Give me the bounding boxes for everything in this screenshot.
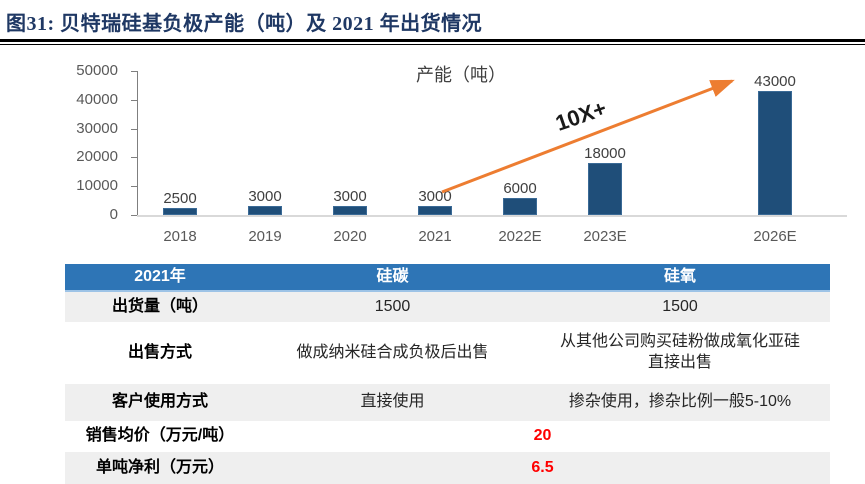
table-row: 销售均价（万元/吨） 20 xyxy=(65,421,830,452)
value-text: 掺杂使用，掺杂比例一般5-10% xyxy=(568,393,792,411)
bar-value-label: 6000 xyxy=(503,180,537,197)
merged-value-cell: 20 xyxy=(533,427,552,445)
x-category-label: 2020 xyxy=(333,228,367,245)
y-tick-label: 50000 xyxy=(76,62,118,79)
x-category-label: 2018 xyxy=(163,228,197,245)
y-tick-mark xyxy=(131,71,137,72)
row-label-cell: 销售均价（万元/吨） xyxy=(85,427,235,445)
value-text: 1500 xyxy=(662,297,698,315)
bar-2026E xyxy=(758,91,792,215)
x-category-label: 2021 xyxy=(418,228,452,245)
y-tick-mark xyxy=(131,186,137,188)
table-header-cell: 硅碳 xyxy=(376,267,409,285)
bar-value-label: 3000 xyxy=(248,188,282,205)
figure-title: 图31: 贝特瑞硅基负极产能（吨）及 2021 年出货情况 xyxy=(6,13,483,35)
bar-value-label: 2500 xyxy=(163,190,197,207)
table-row: 客户使用方式 直接使用 掺杂使用，掺杂比例一般5-10% xyxy=(65,384,830,421)
y-tick-label: 30000 xyxy=(76,119,118,137)
y-tick-mark xyxy=(131,215,137,216)
bar-2022E xyxy=(503,198,537,215)
growth-arrow xyxy=(441,79,735,194)
y-tick-label: 20000 xyxy=(76,148,118,166)
table-row: 单吨净利（万元） 6.5 xyxy=(65,452,830,484)
table-row: 出售方式 做成纳米硅合成负极后出售 从其他公司购买硅粉做成氧化亚硅直接出售 xyxy=(65,322,830,384)
y-tick-mark xyxy=(131,157,137,159)
value-cell: 掺杂使用，掺杂比例一般5-10% xyxy=(530,384,830,421)
y-tick-mark xyxy=(131,99,137,101)
bar-2023E xyxy=(588,163,622,215)
table-header-row: 2021年 硅碳 硅氧 xyxy=(65,264,830,292)
table-header-cell: 硅氧 xyxy=(663,267,696,285)
value-cell: 从其他公司购买硅粉做成氧化亚硅直接出售 xyxy=(530,322,830,384)
row-label-cell: 出货量（吨） xyxy=(111,297,208,315)
merged-value-cell: 6.5 xyxy=(531,459,554,477)
x-category-label: 2026E xyxy=(753,228,797,245)
bar-2018 xyxy=(163,208,197,215)
bar-value-label: 3000 xyxy=(333,188,367,205)
chart-title: 产能（吨） xyxy=(416,65,506,85)
x-category-label: 2022E xyxy=(498,228,542,245)
bar-2019 xyxy=(248,206,282,215)
value-cell: 1500 xyxy=(530,292,830,322)
bar-2021 xyxy=(418,206,452,215)
y-tick-label: 10000 xyxy=(76,177,118,195)
x-category-label: 2023E xyxy=(583,228,627,245)
y-tick-label: 0 xyxy=(109,206,118,223)
table-row: 出货量（吨） 1500 1500 xyxy=(65,292,830,322)
y-tick-label: 40000 xyxy=(76,90,118,108)
y-axis-line xyxy=(137,71,138,215)
bar-value-label: 43000 xyxy=(754,73,796,90)
shipment-summary-table: 2021年 硅碳 硅氧出货量（吨） 1500 1500 出售方式 做成纳米硅合成负极后出售 从… xyxy=(65,264,830,484)
value-text: 从其他公司购买硅粉做成氧化亚硅直接出售 xyxy=(559,333,800,371)
row-label-cell: 客户使用方式 xyxy=(111,393,208,411)
table-header-cell: 2021年 xyxy=(134,267,186,285)
y-tick-mark xyxy=(131,128,137,130)
x-axis-baseline xyxy=(137,215,847,217)
title-divider xyxy=(0,39,865,45)
bar-2020 xyxy=(333,206,367,215)
row-label-cell: 单吨净利（万元） xyxy=(95,459,224,477)
plot-area: 2500 3000 3000 3000 6000 18000 43000 xyxy=(137,71,819,215)
row-label-cell: 出售方式 xyxy=(127,343,192,361)
value-cell: 1500 xyxy=(374,297,411,315)
bar-value-label: 18000 xyxy=(584,145,626,162)
value-cell: 做成纳米硅合成负极后出售 xyxy=(296,343,489,361)
value-cell: 直接使用 xyxy=(360,393,425,411)
x-category-label: 2019 xyxy=(248,228,282,245)
